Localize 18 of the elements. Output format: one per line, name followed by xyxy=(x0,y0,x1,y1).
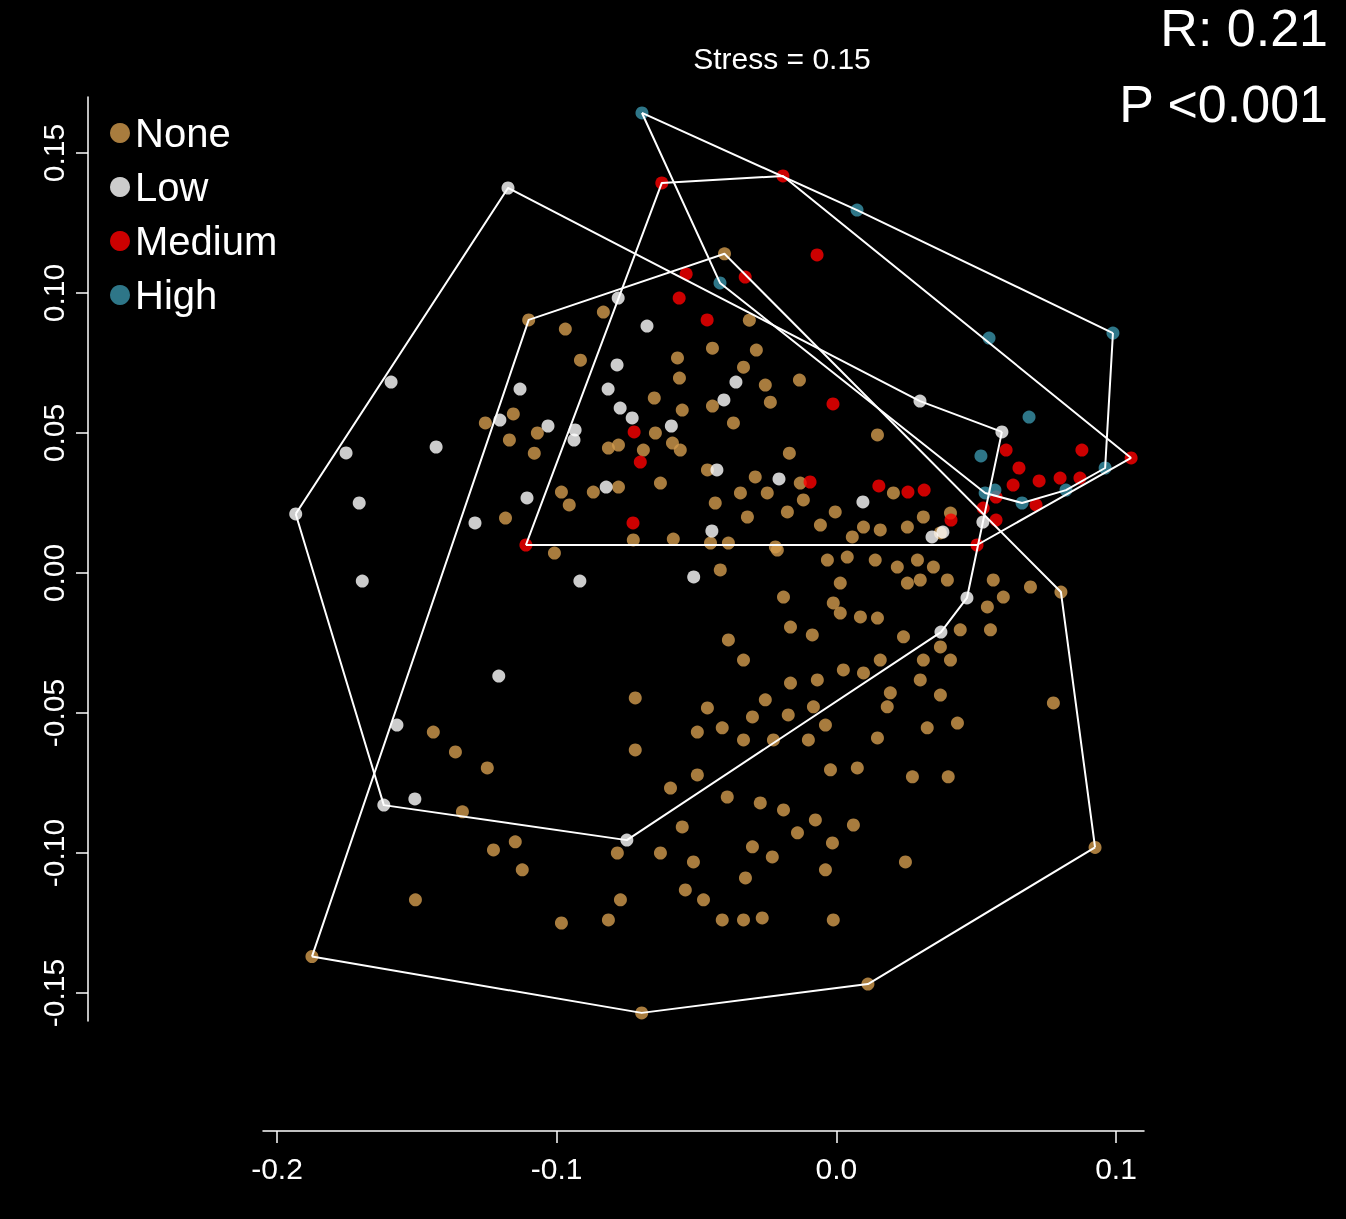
x-tick-label: -0.1 xyxy=(530,1151,583,1185)
chart-title: Stress = 0.15 xyxy=(693,41,871,75)
legend-label: Low xyxy=(135,165,209,209)
y-tick-label: 0.05 xyxy=(36,403,70,463)
y-tick-label: -0.10 xyxy=(36,818,70,888)
annotation: P <0.001 xyxy=(1119,75,1328,133)
y-tick-label: 0.15 xyxy=(36,123,70,183)
legend-label: None xyxy=(135,111,231,155)
x-tick-label: 0.1 xyxy=(1095,1151,1137,1185)
text: R: 0.21 xyxy=(1160,0,1328,57)
x-tick-label: -0.2 xyxy=(251,1151,303,1185)
legend-label: High xyxy=(135,273,218,317)
y-tick-label: 0.10 xyxy=(36,263,70,323)
legend-label: Medium xyxy=(135,219,278,263)
y-tick-label: -0.05 xyxy=(36,678,70,748)
x-tick-label: 0.0 xyxy=(815,1151,858,1185)
y-tick-label: -0.15 xyxy=(36,958,70,1028)
y-tick-label: 0.00 xyxy=(36,543,70,603)
